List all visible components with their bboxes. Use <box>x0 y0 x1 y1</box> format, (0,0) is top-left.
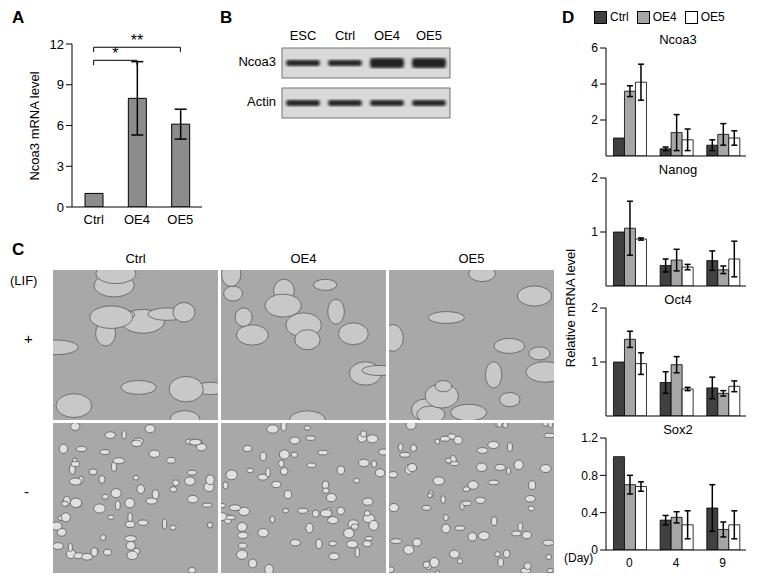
html-text:OE5: OE5 <box>700 10 725 24</box>
svg-text:0: 0 <box>591 543 598 558</box>
html-text:OE4: OE4 <box>652 10 677 24</box>
svg-text:Ncoa3: Ncoa3 <box>238 54 276 69</box>
html-text:Ncoa3 mRNA level: Ncoa3 mRNA level <box>26 71 42 181</box>
html-text:(LIF): (LIF) <box>10 273 38 288</box>
svg-text:1.2: 1.2 <box>581 431 598 445</box>
html-text:A: A <box>12 8 25 27</box>
html-text:OE4: OE4 <box>290 251 317 266</box>
svg-text:OE4: OE4 <box>374 28 400 43</box>
svg-text:OE5: OE5 <box>167 212 193 227</box>
html-text:Ctrl: Ctrl <box>610 10 629 24</box>
svg-text:6: 6 <box>591 41 598 55</box>
svg-text:Ctrl: Ctrl <box>84 212 104 227</box>
svg-text:**: ** <box>131 32 143 49</box>
html-text:C: C <box>12 240 25 259</box>
html-text:D: D <box>562 8 575 27</box>
svg-text:1: 1 <box>591 355 598 369</box>
svg-text:OE5: OE5 <box>416 28 442 43</box>
svg-text:0: 0 <box>57 200 64 215</box>
svg-text:Actin: Actin <box>247 94 276 109</box>
html-text:Nanog: Nanog <box>658 162 698 177</box>
svg-text:4: 4 <box>673 556 680 570</box>
svg-text:ESC: ESC <box>290 28 317 43</box>
svg-text:Ctrl: Ctrl <box>335 28 355 43</box>
svg-text:9: 9 <box>57 77 64 92</box>
svg-text:6: 6 <box>57 118 64 133</box>
svg-text:3: 3 <box>57 159 64 174</box>
html-text:Ncoa3: Ncoa3 <box>659 32 697 47</box>
svg-text:OE4: OE4 <box>124 212 150 227</box>
svg-text:0: 0 <box>626 556 633 570</box>
svg-text:0.4: 0.4 <box>581 506 598 520</box>
svg-text:2: 2 <box>591 171 598 185</box>
svg-text:9: 9 <box>719 556 726 570</box>
html-text:Relative mRNA level: Relative mRNA level <box>562 248 578 368</box>
html-text:B: B <box>220 8 233 27</box>
html-text:Sox2: Sox2 <box>663 422 693 437</box>
svg-text:0.8: 0.8 <box>581 469 598 483</box>
html-text:Ctrl: Ctrl <box>125 251 146 266</box>
svg-text:2: 2 <box>591 113 598 127</box>
html-text:(Day): (Day) <box>564 551 594 565</box>
svg-text:2: 2 <box>591 301 598 315</box>
html-text:OE5: OE5 <box>458 251 485 266</box>
html-text:Oct4: Oct4 <box>664 292 692 307</box>
svg-text:1: 1 <box>591 225 598 239</box>
svg-text:12: 12 <box>50 37 64 52</box>
svg-text:*: * <box>112 45 118 62</box>
svg-text:4: 4 <box>591 77 598 91</box>
